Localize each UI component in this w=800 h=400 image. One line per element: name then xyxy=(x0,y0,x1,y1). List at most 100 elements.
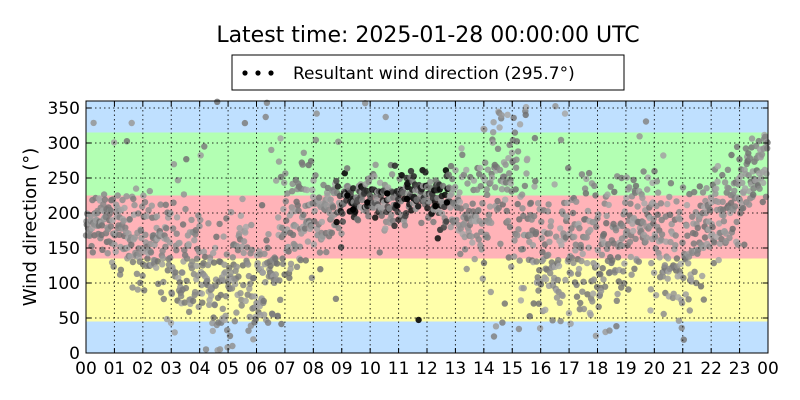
data-point xyxy=(764,145,771,152)
data-point xyxy=(188,216,195,224)
data-point xyxy=(129,284,136,291)
data-point xyxy=(505,155,512,162)
data-point xyxy=(658,236,665,243)
data-point xyxy=(654,189,662,196)
data-point xyxy=(173,214,181,221)
data-point xyxy=(668,220,675,228)
y-tick-label: 300 xyxy=(48,134,80,154)
data-point xyxy=(678,324,685,332)
x-tick-label: 04 xyxy=(189,359,211,379)
data-point xyxy=(549,317,556,324)
data-point xyxy=(551,181,558,188)
data-point xyxy=(86,232,93,239)
data-point xyxy=(235,273,242,280)
data-point xyxy=(310,177,317,184)
data-point xyxy=(632,235,639,243)
data-point xyxy=(632,182,640,190)
data-point xyxy=(680,336,687,343)
data-point xyxy=(496,124,503,131)
data-point xyxy=(667,238,674,246)
data-point xyxy=(173,230,180,237)
data-point xyxy=(620,268,627,275)
data-point xyxy=(614,290,621,298)
legend-marker-dot xyxy=(242,70,248,76)
data-point xyxy=(496,166,504,174)
data-point xyxy=(427,178,434,186)
data-point xyxy=(376,179,384,186)
data-point xyxy=(678,299,686,307)
data-point xyxy=(604,191,611,198)
data-point xyxy=(631,265,638,272)
data-point xyxy=(575,270,582,277)
data-point xyxy=(567,270,575,277)
data-point xyxy=(568,254,575,261)
data-point xyxy=(281,179,288,186)
data-point xyxy=(511,129,519,136)
data-point xyxy=(745,201,753,208)
data-point xyxy=(189,258,196,265)
data-point xyxy=(613,297,620,304)
data-point xyxy=(219,305,226,312)
data-point xyxy=(233,309,240,316)
data-point xyxy=(644,186,651,193)
data-point xyxy=(462,203,470,210)
y-tick-label: 350 xyxy=(48,99,80,119)
data-point xyxy=(756,185,763,192)
data-point xyxy=(664,200,671,208)
data-point xyxy=(262,279,269,286)
data-point xyxy=(241,119,249,127)
data-point xyxy=(226,264,233,271)
data-point xyxy=(673,198,680,205)
data-point xyxy=(557,317,564,325)
data-point xyxy=(460,171,468,178)
data-point xyxy=(206,301,213,308)
data-point xyxy=(697,283,705,290)
data-point xyxy=(195,248,203,256)
data-point xyxy=(299,161,306,168)
data-point xyxy=(504,111,511,119)
data-point xyxy=(612,227,620,234)
data-point xyxy=(242,223,250,231)
data-point xyxy=(376,249,383,256)
data-point xyxy=(562,276,569,284)
data-point xyxy=(552,103,559,110)
data-point xyxy=(167,209,174,217)
chart-title: Latest time: 2025-01-28 00:00:00 UTC xyxy=(216,23,639,48)
data-point xyxy=(341,170,348,177)
data-point xyxy=(116,231,123,238)
data-point xyxy=(291,242,299,249)
data-point xyxy=(216,346,224,353)
data-point xyxy=(578,257,585,265)
data-point xyxy=(521,182,529,190)
data-point xyxy=(210,314,217,321)
data-point xyxy=(236,230,243,238)
data-point xyxy=(530,300,537,307)
data-point xyxy=(177,292,185,300)
data-point xyxy=(441,191,449,198)
data-point xyxy=(213,233,220,240)
data-point xyxy=(205,220,212,227)
data-point xyxy=(128,119,135,127)
data-point xyxy=(537,281,545,288)
data-point xyxy=(677,260,685,267)
data-point xyxy=(111,241,118,248)
data-point xyxy=(647,307,654,314)
data-point xyxy=(318,218,326,226)
grid-lines xyxy=(86,101,768,353)
data-point xyxy=(725,185,732,192)
data-point xyxy=(372,161,379,168)
data-point xyxy=(720,218,728,225)
data-point xyxy=(244,244,251,251)
data-point xyxy=(229,342,236,350)
data-point xyxy=(221,261,228,268)
y-tick-label: 250 xyxy=(48,169,80,189)
data-point xyxy=(333,177,340,185)
data-point-recent xyxy=(349,206,357,213)
data-point xyxy=(189,297,197,305)
data-point xyxy=(484,234,491,241)
data-point xyxy=(163,225,170,232)
data-point xyxy=(519,205,526,212)
data-point xyxy=(642,118,650,125)
data-point xyxy=(296,243,303,250)
